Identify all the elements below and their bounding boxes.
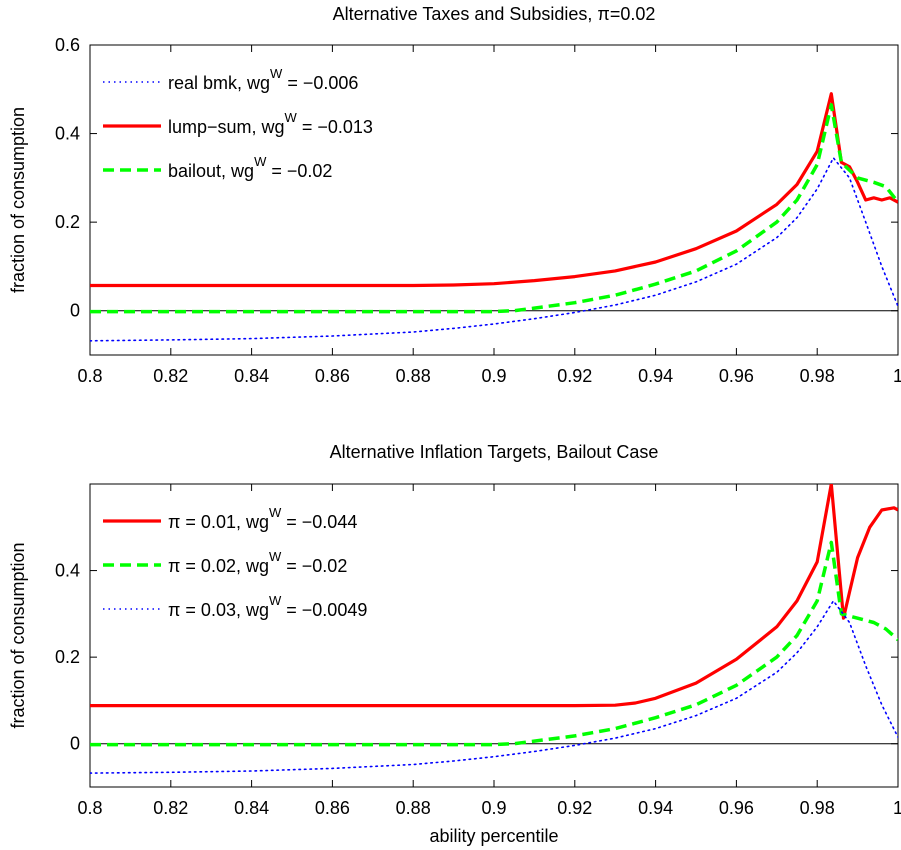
legend-label-tail: = −0.02 (281, 556, 347, 576)
x-tick-label: 0.8 (77, 366, 102, 386)
legend-label-main: π = 0.01, wg (168, 512, 269, 532)
chart-title: Alternative Taxes and Subsidies, π=0.02 (333, 4, 656, 24)
x-tick-label: 0.98 (800, 366, 835, 386)
legend-label-sup: W (269, 593, 282, 608)
legend-label: π = 0.03, wgW = −0.0049 (168, 593, 367, 620)
y-tick-label: 0 (70, 734, 80, 754)
plot-area: 0.8 0.82 0.84 0.86 0.88 0.9 0.92 0.94 0.96 0.98 1 0… (55, 483, 901, 818)
chart-title: Alternative Inflation Targets, Bailout C… (330, 442, 659, 462)
y-tick-label: 0.4 (55, 124, 80, 144)
legend-label: bailout, wgW = −0.02 (168, 154, 332, 181)
legend-label-tail: = −0.02 (266, 161, 332, 181)
x-tick-label: 0.84 (234, 798, 269, 818)
y-tick-label: 0.2 (55, 212, 80, 232)
x-tick-label: 0.96 (719, 798, 754, 818)
legend-label-main: real bmk, wg (168, 73, 270, 93)
x-tick-label: 0.92 (557, 798, 592, 818)
series-line-0 (90, 157, 898, 342)
legend-label-tail: = −0.044 (281, 512, 357, 532)
x-tick-label: 0.94 (638, 366, 673, 386)
legend-label: real bmk, wgW = −0.006 (168, 66, 358, 93)
x-tick-label: 0.9 (481, 798, 506, 818)
legend-label-tail: = −0.0049 (281, 600, 367, 620)
series-line-1 (90, 540, 898, 747)
legend-label-main: π = 0.03, wg (168, 600, 269, 620)
legend-label-tail: = −0.006 (282, 73, 358, 93)
chart-inflation-targets: Alternative Inflation Targets, Bailout C… (8, 442, 901, 846)
y-tick-label: 0 (70, 301, 80, 321)
x-tick-label: 0.8 (77, 798, 102, 818)
x-tick-label: 0.96 (719, 366, 754, 386)
x-tick-label: 0.92 (557, 366, 592, 386)
y-tick-label: 0.4 (55, 561, 80, 581)
x-tick-label: 0.82 (153, 798, 188, 818)
legend-label-tail: = −0.013 (297, 117, 373, 137)
x-axis-label: ability percentile (429, 826, 558, 846)
legend-label-sup: W (269, 549, 282, 564)
legend-label: lump−sum, wgW = −0.013 (168, 110, 373, 137)
plot-area: 0.8 0.82 0.84 0.86 0.88 0.9 0.92 0.94 0.96 0.98 1 0… (55, 35, 901, 386)
series-line-2 (90, 600, 898, 774)
x-tick-label: 0.94 (638, 798, 673, 818)
series-line-1 (90, 92, 898, 288)
legend-label-sup: W (285, 110, 298, 125)
legend-label: π = 0.01, wgW = −0.044 (168, 505, 357, 532)
legend-label-main: bailout, wg (168, 161, 254, 181)
legend-label-sup: W (269, 505, 282, 520)
x-tick-label: 0.98 (800, 798, 835, 818)
x-tick-label: 0.82 (153, 366, 188, 386)
chart-taxes-subsidies: Alternative Taxes and Subsidies, π=0.02 … (8, 4, 901, 386)
x-tick-label: 0.86 (315, 366, 350, 386)
legend-label-main: lump−sum, wg (168, 117, 285, 137)
y-tick-label: 0.6 (55, 35, 80, 55)
x-tick-label: 0.88 (396, 798, 431, 818)
x-tick-label: 1 (893, 366, 901, 386)
legend-label-main: π = 0.02, wg (168, 556, 269, 576)
series-line-0 (90, 484, 898, 708)
x-tick-label: 0.86 (315, 798, 350, 818)
series-line-2 (90, 103, 898, 314)
legend-label-sup: W (254, 154, 267, 169)
x-tick-label: 0.88 (396, 366, 431, 386)
y-axis-label: fraction of consumption (8, 542, 28, 728)
y-axis-label: fraction of consumption (8, 107, 28, 293)
x-tick-label: 0.9 (481, 366, 506, 386)
legend-label-sup: W (270, 66, 283, 81)
x-tick-label: 1 (893, 798, 901, 818)
x-tick-label: 0.84 (234, 366, 269, 386)
y-tick-label: 0.2 (55, 647, 80, 667)
legend-label: π = 0.02, wgW = −0.02 (168, 549, 347, 576)
